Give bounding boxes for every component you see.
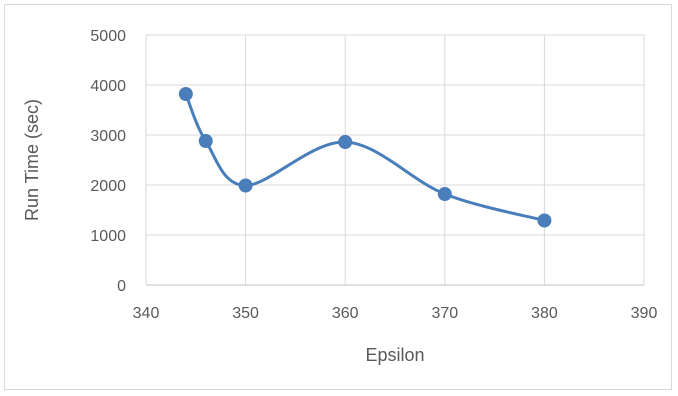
x-tick-label: 350 <box>232 305 259 322</box>
data-point <box>238 178 253 193</box>
data-point <box>178 87 193 101</box>
x-tick-label: 360 <box>332 305 359 322</box>
y-axis-title: Run Time (sec) <box>22 99 42 221</box>
x-tick-label: 380 <box>531 305 558 322</box>
y-tick-label: 3000 <box>90 128 126 145</box>
data-point <box>198 134 213 148</box>
y-tick-label: 2000 <box>90 178 126 195</box>
chart-frame <box>4 4 672 390</box>
x-tick-labels: 340 350 360 370 380 390 <box>133 305 658 322</box>
y-tick-labels: 0 1000 2000 3000 4000 5000 <box>90 28 126 295</box>
gridlines <box>145 34 645 286</box>
x-axis-title: Epsilon <box>365 345 424 365</box>
y-tick-label: 5000 <box>90 28 126 45</box>
data-points <box>178 87 552 228</box>
x-tick-label: 340 <box>133 305 160 322</box>
data-point <box>338 135 353 149</box>
data-point <box>537 213 552 228</box>
x-tick-label: 370 <box>431 305 458 322</box>
y-tick-label: 4000 <box>90 78 126 95</box>
series-line <box>184 93 545 222</box>
y-tick-label: 0 <box>117 278 126 295</box>
y-tick-label: 1000 <box>90 228 126 245</box>
data-point <box>437 187 452 201</box>
x-tick-label: 390 <box>631 305 658 322</box>
